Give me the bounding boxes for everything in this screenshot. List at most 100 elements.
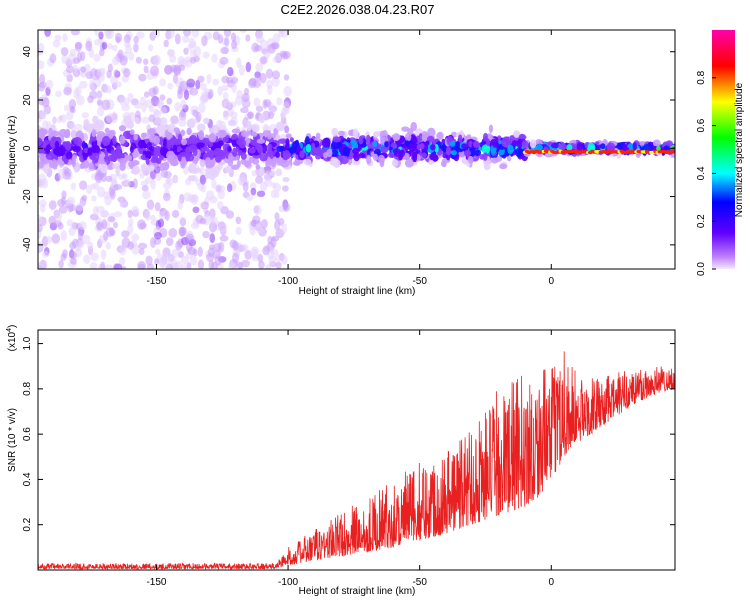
spectrogram-cell — [246, 194, 254, 201]
spectrogram-cell — [518, 148, 524, 156]
spectrogram-cell — [91, 129, 97, 138]
spectrogram-cell — [283, 74, 290, 81]
spectrogram-cell — [98, 31, 104, 40]
spectrogram-cell — [231, 76, 239, 84]
spectrogram-cell — [153, 151, 159, 158]
spectrogram-cell — [152, 54, 161, 66]
spectrogram-cell — [148, 44, 154, 52]
spectrogram-cell — [113, 183, 123, 191]
spectrogram-cell — [197, 183, 204, 191]
spectrogram-cell — [230, 32, 237, 42]
spectrogram-cell — [96, 92, 102, 101]
spectrogram-cell — [172, 144, 178, 154]
spectrogram-cell — [217, 85, 223, 96]
colorbar-gradient — [712, 30, 735, 269]
spectrogram-cell — [201, 35, 208, 47]
colorbar-tick-label: 0.4 — [696, 166, 707, 180]
spectrogram-cell — [149, 214, 156, 221]
spectrogram-cell — [235, 216, 242, 225]
spectrogram-cell — [107, 63, 113, 73]
y-tick-label: 0.4 — [22, 472, 33, 486]
spectrogram-cell — [576, 142, 583, 152]
spectrogram-cell — [458, 150, 466, 158]
spectrogram-cell — [275, 121, 285, 132]
spectrogram-cell — [366, 154, 372, 165]
spectrogram-cell — [74, 165, 79, 173]
spectrogram-marks — [38, 30, 675, 269]
spectrogram-cell — [379, 130, 386, 141]
spectrogram-cell — [123, 115, 132, 125]
spectrogram-cell — [173, 127, 180, 133]
spectrogram-cell — [145, 150, 152, 160]
spectrogram-cell — [38, 83, 46, 92]
spectrogram-cell — [274, 212, 280, 221]
spectrogram-cell — [269, 150, 274, 160]
snr-panel: -150 -100 -50 0 0.2 0.4 0.6 0.8 1.0 Height of s… — [6, 325, 676, 597]
spectrogram-cell — [138, 242, 148, 250]
spectrogram-cell — [148, 87, 157, 98]
spectrogram-cell — [244, 250, 252, 260]
spectrogram-cell — [529, 139, 537, 149]
spectrogram-cell — [228, 262, 236, 269]
spectrogram-cell — [130, 168, 137, 175]
spectrogram-cell — [119, 55, 128, 66]
spectrogram-cell — [249, 227, 256, 236]
spectrogram-cell — [162, 192, 171, 202]
spectrogram-cell — [185, 233, 195, 243]
spectrogram-cell — [93, 182, 100, 190]
spectrogram-cell — [289, 146, 297, 154]
spectrogram-cell — [174, 102, 182, 112]
spectrogram-cell — [425, 140, 430, 146]
spectrogram-cell — [332, 136, 341, 143]
spectrogram-cell — [118, 257, 126, 267]
spectrogram-cell — [177, 250, 184, 258]
spectrogram-cell — [165, 263, 173, 269]
spectrogram-cell — [227, 158, 234, 167]
spectrogram-cell — [251, 123, 260, 133]
spectrogram-cell — [158, 126, 166, 136]
spectrogram-cell — [101, 99, 111, 111]
spectrogram-cell — [223, 100, 232, 108]
spectrogram-cell — [39, 111, 47, 120]
spectrogram-cell — [138, 248, 145, 255]
spectrogram-cell — [172, 73, 179, 84]
spectrogram-cell — [159, 106, 168, 115]
spectrogram-cell — [109, 188, 116, 200]
spectrogram-cell — [114, 81, 122, 88]
spectrogram-cell — [280, 112, 286, 119]
spectrogram-cell — [126, 133, 134, 140]
spectrogram-cell — [162, 181, 172, 190]
spectrogram-cell — [48, 200, 57, 210]
spectrogram-cell — [213, 147, 223, 156]
spectrogram-cell — [145, 157, 150, 165]
spectrogram-cell — [60, 230, 68, 241]
y-tick-label: 0.8 — [22, 381, 33, 395]
spectrogram-cell — [412, 154, 418, 163]
spectrogram-cell — [231, 83, 237, 94]
spectrogram-cell — [188, 37, 196, 49]
spectrogram-cell — [178, 226, 186, 237]
spectrogram-cell — [189, 87, 199, 96]
spectrogram-cell — [240, 152, 247, 160]
spectrogram-cell — [212, 249, 221, 259]
spectrogram-cell — [260, 218, 268, 229]
spectrogram-cell — [78, 80, 88, 89]
spectrogram-cell — [282, 50, 291, 60]
spectrogram-cell — [656, 145, 661, 152]
spectrogram-cell — [434, 143, 439, 153]
spectrogram-cell — [209, 208, 216, 219]
spectrogram-cell — [146, 199, 155, 210]
spectrogram-cell — [221, 84, 229, 92]
spectrogram-cell — [492, 142, 499, 148]
spectrogram-cell — [150, 157, 159, 164]
spectrogram-cell — [112, 135, 117, 145]
spectrogram-cell — [272, 33, 281, 44]
spectrogram-cell — [76, 94, 85, 106]
spectrogram-cell — [248, 156, 255, 164]
spectrogram-cell — [511, 140, 519, 147]
spectrogram-cell — [254, 45, 263, 52]
spectrogram-cell — [39, 199, 47, 208]
y-tick-label: 0.2 — [22, 517, 33, 531]
spectrogram-cell — [172, 64, 182, 75]
spectrogram-cell — [280, 159, 290, 168]
